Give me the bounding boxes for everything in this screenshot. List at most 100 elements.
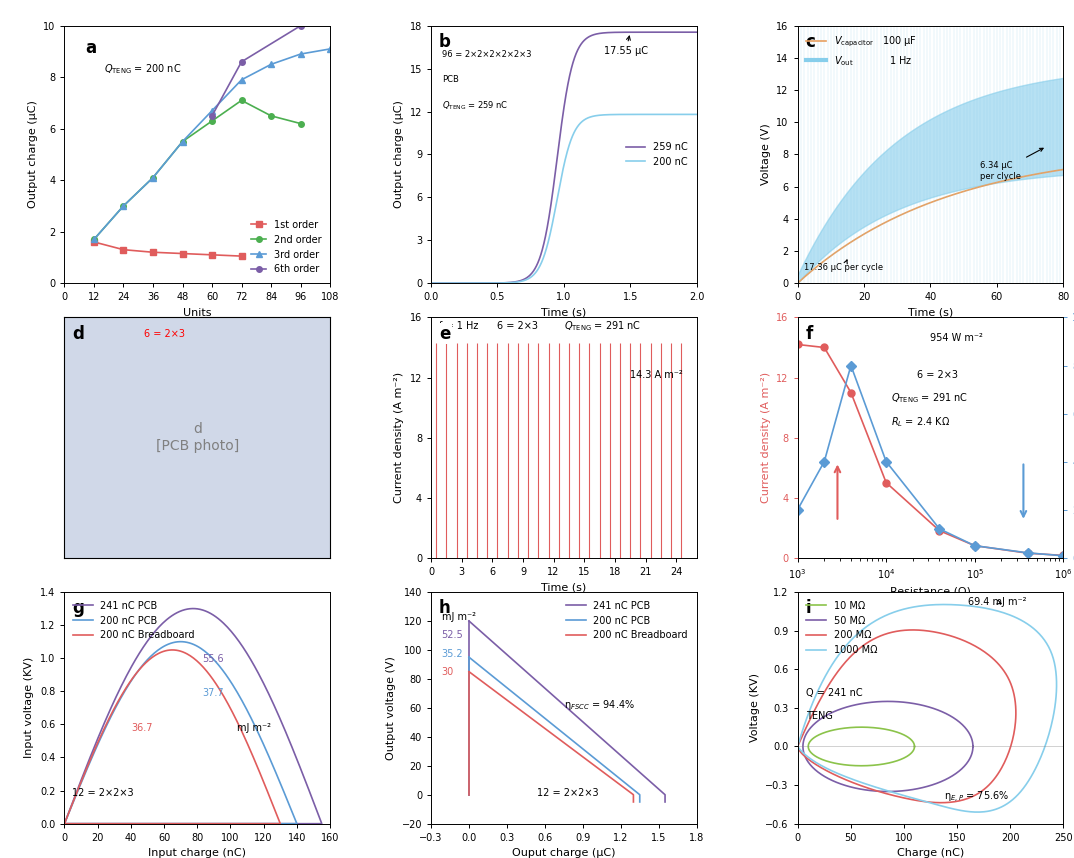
Text: $Q_{\rm TENG}$ = 200 nC: $Q_{\rm TENG}$ = 200 nC — [104, 62, 182, 76]
259 nC — [547, 184, 560, 194]
259 nC — [424, 278, 437, 288]
Legend: 241 nC PCB, 200 nC PCB, 200 nC Breadboard: 241 nC PCB, 200 nC PCB, 200 nC Breadboar… — [70, 597, 199, 644]
1st order — [176, 249, 189, 259]
2nd order — [294, 118, 307, 129]
Text: 96 = 2×2×2×2×2×3: 96 = 2×2×2×2×2×3 — [441, 50, 532, 58]
2nd order — [264, 111, 277, 121]
3rd order — [264, 59, 277, 69]
259 nC — [682, 27, 695, 38]
Text: b: b — [439, 33, 451, 51]
259 nC — [438, 278, 451, 288]
Text: 36.7: 36.7 — [131, 723, 153, 733]
Legend: 259 nC, 200 nC: 259 nC, 200 nC — [622, 138, 692, 171]
X-axis label: Units: Units — [183, 308, 212, 317]
X-axis label: Time (s): Time (s) — [908, 308, 953, 317]
X-axis label: Charge (nC): Charge (nC) — [897, 849, 964, 858]
Line: 6th order: 6th order — [209, 23, 303, 118]
X-axis label: Input charge (nC): Input charge (nC) — [148, 849, 246, 858]
200 nC — [547, 214, 560, 225]
Text: 12 = 2×2×3: 12 = 2×2×3 — [537, 788, 599, 798]
Text: 69.4 mJ m⁻²: 69.4 mJ m⁻² — [968, 597, 1026, 607]
259 nC — [634, 27, 647, 38]
3rd order — [323, 44, 336, 54]
Text: 954 W m⁻²: 954 W m⁻² — [930, 334, 984, 343]
2nd order — [146, 172, 159, 183]
Text: 12 = 2×2×3: 12 = 2×2×3 — [72, 788, 134, 798]
Line: 2nd order: 2nd order — [91, 98, 303, 242]
Line: 259 nC: 259 nC — [431, 33, 697, 283]
Text: i: i — [806, 599, 811, 617]
Y-axis label: Current density (A m⁻²): Current density (A m⁻²) — [394, 372, 404, 503]
Text: Q = 241 nC: Q = 241 nC — [806, 688, 862, 698]
259 nC — [554, 130, 567, 140]
Y-axis label: Output charge (μC): Output charge (μC) — [28, 100, 38, 208]
Y-axis label: Output charge (μC): Output charge (μC) — [394, 100, 404, 208]
Text: 55.6: 55.6 — [203, 654, 224, 663]
200 nC — [634, 109, 647, 119]
1st order — [117, 245, 130, 255]
6th order — [294, 21, 307, 31]
Text: $R_L$ = 2.4 KΩ: $R_L$ = 2.4 KΩ — [890, 415, 949, 429]
Text: $Q_{\rm TENG}$ = 259 nC: $Q_{\rm TENG}$ = 259 nC — [441, 100, 508, 112]
X-axis label: Time (s): Time (s) — [541, 583, 586, 592]
Text: 14.3 A m⁻²: 14.3 A m⁻² — [630, 370, 683, 379]
Text: c: c — [806, 33, 815, 51]
1st order — [235, 251, 248, 261]
Text: TENG: TENG — [806, 711, 832, 722]
Y-axis label: Voltage (KV): Voltage (KV) — [750, 674, 759, 742]
3rd order — [117, 201, 130, 211]
Text: 17.55 μC: 17.55 μC — [604, 36, 648, 57]
Text: d: d — [72, 324, 84, 342]
Text: f = 1 Hz: f = 1 Hz — [439, 322, 478, 331]
200 nC — [438, 278, 451, 288]
2nd order — [205, 116, 218, 126]
200 nC — [682, 109, 695, 119]
200 nC — [682, 109, 695, 119]
Legend: $V_{\rm capacitor}$   100 μF, $V_{\rm out}$            1 Hz: $V_{\rm capacitor}$ 100 μF, $V_{\rm out}… — [802, 31, 920, 71]
200 nC — [691, 109, 703, 119]
2nd order — [117, 201, 130, 211]
Legend: 1st order, 2nd order, 3rd order, 6th order: 1st order, 2nd order, 3rd order, 6th ord… — [247, 216, 325, 278]
Text: mJ m⁻²: mJ m⁻² — [237, 723, 271, 733]
3rd order — [235, 75, 248, 85]
2nd order — [87, 234, 100, 245]
Text: PCB: PCB — [441, 76, 459, 84]
Text: 6 = 2×3: 6 = 2×3 — [917, 370, 958, 379]
Text: 6 = 2×3: 6 = 2×3 — [497, 322, 538, 331]
Text: 35.2: 35.2 — [441, 649, 463, 659]
Text: $Q_{\rm TENG}$ = 291 nC: $Q_{\rm TENG}$ = 291 nC — [564, 319, 641, 333]
Legend: 241 nC PCB, 200 nC PCB, 200 nC Breadboard: 241 nC PCB, 200 nC PCB, 200 nC Breadboar… — [563, 597, 692, 644]
X-axis label: Ouput charge (μC): Ouput charge (μC) — [512, 849, 615, 858]
6th order — [235, 57, 248, 67]
Line: 200 nC: 200 nC — [431, 114, 697, 283]
3rd order — [146, 172, 159, 183]
3rd order — [87, 234, 100, 245]
259 nC — [691, 27, 703, 38]
Text: mJ m⁻²: mJ m⁻² — [441, 612, 476, 622]
200 nC — [424, 278, 437, 288]
Text: d
[PCB photo]: d [PCB photo] — [156, 422, 238, 453]
Text: 6 = 2×3: 6 = 2×3 — [144, 329, 185, 339]
X-axis label: Time (s): Time (s) — [541, 308, 586, 317]
Text: η$_{FSCC}$ = 94.4%: η$_{FSCC}$ = 94.4% — [564, 698, 635, 712]
Text: 17.36 μC per cycle: 17.36 μC per cycle — [804, 260, 884, 272]
Legend: 10 MΩ, 50 MΩ, 200 MΩ, 1000 MΩ: 10 MΩ, 50 MΩ, 200 MΩ, 1000 MΩ — [802, 597, 881, 659]
Y-axis label: Current density (A m⁻²): Current density (A m⁻²) — [760, 372, 771, 503]
1st order — [87, 237, 100, 247]
Text: f: f — [806, 324, 813, 342]
2nd order — [176, 136, 189, 147]
Text: e: e — [439, 324, 450, 342]
200 nC — [554, 178, 567, 188]
2nd order — [235, 95, 248, 106]
Y-axis label: Output voltage (V): Output voltage (V) — [386, 656, 396, 760]
3rd order — [176, 136, 189, 147]
Text: 6.34 μC
per clycle: 6.34 μC per clycle — [981, 148, 1043, 180]
Y-axis label: Voltage (V): Voltage (V) — [760, 124, 771, 185]
3rd order — [294, 49, 307, 59]
Text: 37.7: 37.7 — [203, 688, 224, 698]
Text: 52.5: 52.5 — [441, 631, 463, 640]
Line: 1st order: 1st order — [91, 239, 244, 259]
1st order — [205, 250, 218, 260]
Text: $Q_{\rm TENG}$ = 291 nC: $Q_{\rm TENG}$ = 291 nC — [890, 391, 968, 405]
Y-axis label: Input voltage (KV): Input voltage (KV) — [25, 657, 34, 758]
